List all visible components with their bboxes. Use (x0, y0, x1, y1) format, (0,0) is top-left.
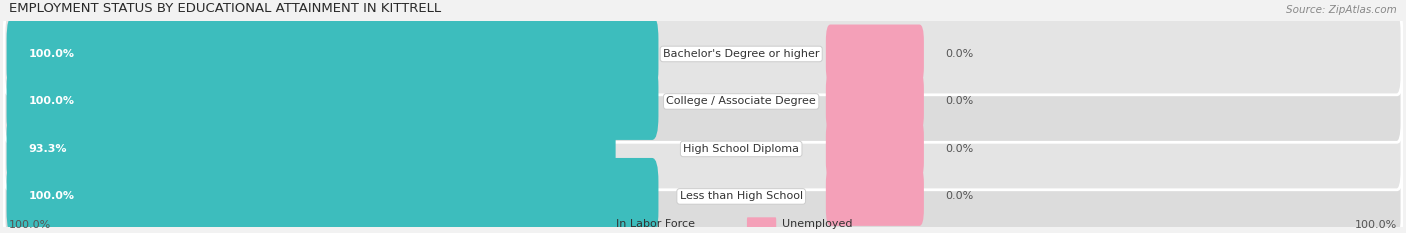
Text: 0.0%: 0.0% (945, 49, 973, 59)
FancyBboxPatch shape (4, 108, 1402, 190)
FancyBboxPatch shape (582, 217, 610, 232)
Text: Unemployed: Unemployed (782, 219, 852, 230)
Text: 100.0%: 100.0% (10, 220, 52, 230)
Text: Less than High School: Less than High School (679, 192, 803, 201)
Text: 100.0%: 100.0% (28, 49, 75, 59)
FancyBboxPatch shape (7, 63, 658, 140)
Text: EMPLOYMENT STATUS BY EDUCATIONAL ATTAINMENT IN KITTRELL: EMPLOYMENT STATUS BY EDUCATIONAL ATTAINM… (10, 2, 441, 15)
Text: Source: ZipAtlas.com: Source: ZipAtlas.com (1286, 5, 1396, 15)
FancyBboxPatch shape (825, 24, 924, 83)
FancyBboxPatch shape (825, 72, 924, 131)
FancyBboxPatch shape (747, 217, 776, 232)
Text: 100.0%: 100.0% (28, 192, 75, 201)
FancyBboxPatch shape (4, 156, 1402, 233)
Text: In Labor Force: In Labor Force (616, 219, 696, 230)
Text: 93.3%: 93.3% (28, 144, 66, 154)
FancyBboxPatch shape (825, 120, 924, 178)
Text: College / Associate Degree: College / Associate Degree (666, 96, 815, 106)
Text: Bachelor's Degree or higher: Bachelor's Degree or higher (664, 49, 820, 59)
Text: 0.0%: 0.0% (945, 144, 973, 154)
Text: 0.0%: 0.0% (945, 192, 973, 201)
FancyBboxPatch shape (7, 158, 658, 233)
FancyBboxPatch shape (4, 13, 1402, 95)
Text: 100.0%: 100.0% (28, 96, 75, 106)
Text: High School Diploma: High School Diploma (683, 144, 799, 154)
FancyBboxPatch shape (7, 16, 658, 93)
FancyBboxPatch shape (4, 61, 1402, 142)
FancyBboxPatch shape (825, 167, 924, 226)
FancyBboxPatch shape (7, 110, 616, 187)
Text: 0.0%: 0.0% (945, 96, 973, 106)
Text: 100.0%: 100.0% (1354, 220, 1396, 230)
